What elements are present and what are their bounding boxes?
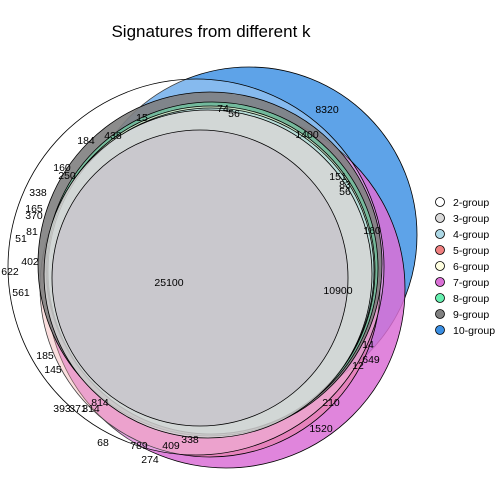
legend-swatch <box>435 261 445 271</box>
region-label: 160 <box>53 162 71 174</box>
region-label: 83 <box>339 179 351 191</box>
legend-label: 2-group <box>453 197 489 209</box>
legend-item: 8-group <box>435 293 489 305</box>
region-label: 10900 <box>323 285 352 297</box>
legend-swatch <box>435 229 445 239</box>
region-label: 81 <box>26 226 38 238</box>
region-label: 74 <box>217 103 229 115</box>
legend-swatch <box>435 325 445 335</box>
legend-swatch <box>435 197 445 207</box>
region-label: 402 <box>21 256 39 268</box>
legend-label: 8-group <box>453 293 489 305</box>
region-label: 561 <box>12 287 30 299</box>
region-label: 622 <box>1 266 19 278</box>
region-labels: 8320 74 56 15 438 184 1400 160 250 151 8… <box>1 103 381 466</box>
region-label: 15 <box>136 112 148 124</box>
region-label: 1520 <box>309 423 333 435</box>
legend-swatch <box>435 293 445 303</box>
region-label: 68 <box>97 437 109 449</box>
region-label: 185 <box>36 350 54 362</box>
region-label: 56 <box>228 108 240 120</box>
legend-label: 3-group <box>453 213 489 225</box>
region-label: 25100 <box>154 277 183 289</box>
legend-item: 4-group <box>435 229 489 241</box>
region-label: 184 <box>77 135 95 147</box>
region-label: 51 <box>15 233 27 245</box>
inner-core-circle <box>51 129 349 427</box>
region-label: 210 <box>322 397 340 409</box>
legend-label: 4-group <box>453 229 489 241</box>
region-label: 649 <box>362 354 380 366</box>
legend-item: 5-group <box>435 245 489 257</box>
region-label: 1400 <box>295 129 319 141</box>
region-label: 393 <box>53 403 71 415</box>
legend-item: 6-group <box>435 261 489 273</box>
region-label: 409 <box>162 440 180 452</box>
legend-item: 10-group <box>435 325 495 337</box>
region-label: 8320 <box>315 104 339 116</box>
region-label: 145 <box>44 364 62 376</box>
region-label: 14 <box>362 339 374 351</box>
region-label: 250 <box>58 170 76 182</box>
region-label: 12 <box>352 360 364 372</box>
region-label: 338 <box>181 434 199 446</box>
region-label: 370 <box>25 210 43 222</box>
legend-item: 3-group <box>435 213 489 225</box>
region-label: 814 <box>91 397 109 409</box>
legend-label: 6-group <box>453 261 489 273</box>
region-label: 160 <box>363 225 381 237</box>
legend: 2-group 3-group 4-group 5-group 6-group … <box>435 197 495 337</box>
region-label: 789 <box>130 440 148 452</box>
legend-item: 7-group <box>435 277 489 289</box>
legend-label: 10-group <box>453 325 495 337</box>
diagram-title: Signatures from different k <box>111 22 311 41</box>
region-label: 338 <box>29 187 47 199</box>
legend-label: 5-group <box>453 245 489 257</box>
legend-swatch <box>435 277 445 287</box>
legend-item: 9-group <box>435 309 489 321</box>
region-label: 314 <box>82 403 100 415</box>
legend-swatch <box>435 309 445 319</box>
region-label: 151 <box>329 171 347 183</box>
region-label: 56 <box>339 186 351 198</box>
region-label: 438 <box>104 130 122 142</box>
legend-swatch <box>435 213 445 223</box>
region-label: 274 <box>141 454 159 466</box>
region-label: 165 <box>25 203 43 215</box>
legend-swatch <box>435 245 445 255</box>
legend-label: 7-group <box>453 277 489 289</box>
legend-label: 9-group <box>453 309 489 321</box>
venn-sets <box>7 66 418 469</box>
legend-item: 2-group <box>435 197 489 209</box>
region-label: 371 <box>69 403 87 415</box>
